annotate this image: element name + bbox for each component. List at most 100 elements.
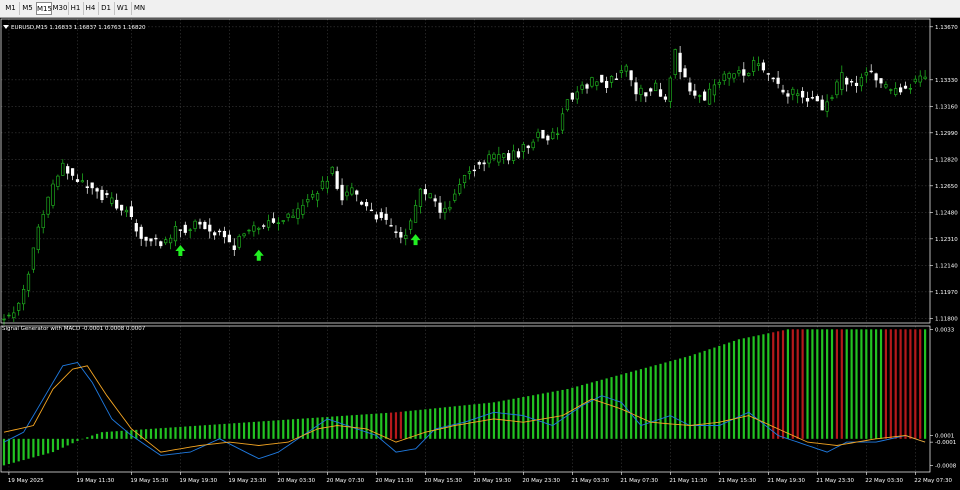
candle [614,72,619,80]
macd-histogram [2,329,927,466]
timeframe-button-m30[interactable]: M30 [52,2,69,15]
timeframe-button-m15[interactable]: M15 [36,2,52,15]
candle [654,80,658,92]
timeframe-button-d1[interactable]: D1 [98,2,115,15]
histogram-bar [723,344,726,439]
candle [36,223,40,254]
candle [335,166,339,191]
histogram-bar [492,402,496,439]
indicator-tick-label: 0.0001 [935,434,954,440]
histogram-bar [693,354,696,439]
candle [139,224,143,246]
histogram-bar [326,416,329,439]
candle [266,214,271,231]
histogram-bar [904,329,907,439]
candle [507,149,511,165]
histogram-bar [639,369,643,439]
indicator-grid [8,326,916,472]
candle [761,59,766,73]
candle [644,92,648,103]
histogram-bar [345,415,349,439]
candle [531,139,535,151]
indicator-tick-label: -0.0008 [935,463,957,469]
candle [149,238,153,247]
histogram-bar [409,410,412,439]
histogram-bar [590,382,594,439]
candle [7,312,11,318]
histogram-bar [17,438,20,462]
chart-axes [0,18,931,473]
histogram-bar [105,431,108,439]
time-tick-label: 22 May 03:30 [865,478,903,484]
timeframe-button-m5[interactable]: M5 [19,2,37,15]
histogram-bar [414,410,417,439]
candle [707,82,712,105]
chart-area[interactable]: 1.13670 1.13330 1.13160 1.12990 1.12820 1.126… [0,18,960,490]
histogram-bar [865,329,868,439]
candle [668,76,672,109]
histogram-bar [576,386,579,439]
price-tick-label: 1.12650 [935,184,958,190]
histogram-bar [728,342,731,439]
candle [213,230,217,240]
histogram-bar [238,422,241,439]
candle [399,227,403,244]
histogram-bar [718,345,721,439]
time-tick-label: 20 May 11:30 [375,478,413,484]
histogram-bar [683,357,687,439]
chart-menu-triangle-icon[interactable] [3,25,9,29]
candle [462,174,467,189]
timeframe-button-m1[interactable]: M1 [2,2,20,15]
candle [874,72,878,88]
candle [413,199,418,223]
histogram-bar [291,419,295,439]
histogram-bar [193,425,197,439]
candle [752,56,756,77]
histogram-bar [649,366,652,439]
histogram-bar [306,418,309,439]
candle [360,200,364,206]
price-tick-label: 1.12820 [935,157,958,163]
candle [472,165,476,177]
candle [70,168,75,181]
candle [350,182,354,197]
candle [340,178,344,206]
histogram-bar [448,406,451,439]
histogram-bar [924,329,927,439]
histogram-bar [669,361,672,439]
histogram-bar [257,421,260,439]
time-tick-label: 20 May 23:30 [522,478,560,484]
candle [95,187,99,199]
histogram-bar [198,425,202,439]
histogram-bar [252,421,255,439]
histogram-bar [473,404,476,439]
candle [56,174,60,191]
candle [257,226,261,235]
candle [605,76,609,93]
candle [364,199,369,211]
timeframe-button-mn[interactable]: MN [133,4,146,12]
candle [134,219,138,237]
timeframe-button-h1[interactable]: H1 [68,2,84,15]
candle [262,223,266,230]
histogram-bar [507,399,510,439]
histogram-bar [218,424,221,439]
candle [791,86,795,101]
main-grid [1,19,930,323]
candle [742,62,746,83]
candle [12,306,16,322]
histogram-bar [889,329,892,439]
histogram-bar [355,414,358,439]
candle [580,81,584,94]
timeframe-button-w1[interactable]: W1 [114,2,132,15]
histogram-bar [600,379,603,439]
candle [61,159,65,176]
histogram-bar [277,420,280,439]
price-tick-label: 1.12480 [935,210,958,216]
candle [835,79,839,99]
candle [281,220,285,225]
histogram-bar [796,329,799,439]
candle [903,81,908,90]
timeframe-button-h4[interactable]: H4 [83,2,99,15]
price-tick-label: 1.12140 [935,263,958,269]
